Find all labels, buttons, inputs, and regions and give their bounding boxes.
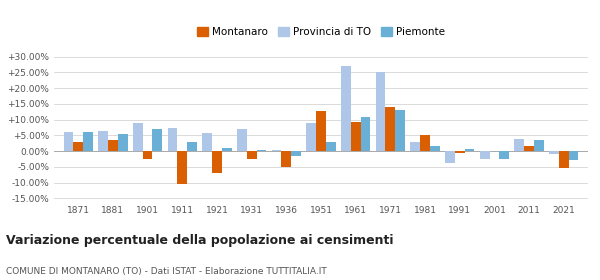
Bar xyxy=(445,151,455,163)
Bar xyxy=(376,73,385,151)
Bar xyxy=(152,129,162,151)
Bar xyxy=(316,111,326,151)
Bar xyxy=(178,151,187,184)
Bar xyxy=(559,151,569,167)
Bar xyxy=(524,146,534,151)
Bar xyxy=(281,151,291,167)
Bar xyxy=(168,128,178,151)
Bar xyxy=(420,135,430,151)
Bar xyxy=(499,151,509,159)
Text: COMUNE DI MONTANARO (TO) - Dati ISTAT - Elaborazione TUTTITALIA.IT: COMUNE DI MONTANARO (TO) - Dati ISTAT - … xyxy=(6,267,327,276)
Bar xyxy=(272,150,281,151)
Bar xyxy=(395,110,405,151)
Bar xyxy=(64,132,73,151)
Bar xyxy=(108,140,118,151)
Bar xyxy=(361,116,370,151)
Bar xyxy=(549,151,559,154)
Bar xyxy=(341,66,351,151)
Text: Variazione percentuale della popolazione ai censimenti: Variazione percentuale della popolazione… xyxy=(6,234,394,247)
Bar xyxy=(385,107,395,151)
Bar xyxy=(464,149,474,151)
Bar xyxy=(133,123,143,151)
Legend: Montanaro, Provincia di TO, Piemonte: Montanaro, Provincia di TO, Piemonte xyxy=(193,22,449,41)
Bar xyxy=(514,139,524,151)
Bar xyxy=(247,151,257,159)
Bar xyxy=(187,142,197,151)
Bar xyxy=(222,148,232,151)
Bar xyxy=(83,132,93,151)
Bar xyxy=(307,123,316,151)
Bar xyxy=(143,151,152,159)
Bar xyxy=(118,134,128,151)
Bar xyxy=(480,151,490,159)
Bar xyxy=(351,122,361,151)
Bar xyxy=(237,129,247,151)
Bar xyxy=(430,146,440,151)
Bar xyxy=(455,151,464,153)
Bar xyxy=(410,142,420,151)
Bar xyxy=(257,150,266,151)
Bar xyxy=(202,133,212,151)
Bar xyxy=(212,151,222,173)
Bar xyxy=(569,151,578,160)
Bar xyxy=(534,140,544,151)
Bar xyxy=(98,131,108,151)
Bar xyxy=(73,142,83,151)
Bar xyxy=(291,151,301,156)
Bar xyxy=(326,142,335,151)
